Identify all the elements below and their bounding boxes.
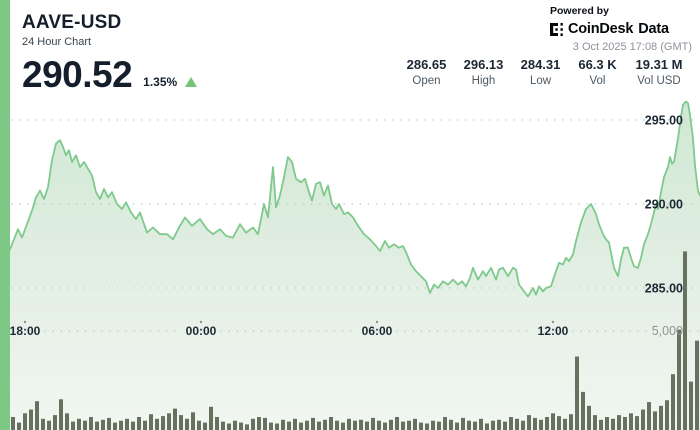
header: AAVE-USD 24 Hour Chart 290.52 1.35% (22, 12, 198, 95)
powered-by-label: Powered by (550, 5, 609, 17)
brand-suffix: Data (638, 21, 669, 37)
stat-vol: 66.3 K Vol (569, 57, 626, 87)
stat-label: Vol (589, 75, 606, 87)
gridlines (11, 119, 700, 332)
stat-value: 66.3 K (578, 57, 617, 72)
ohlc-stats: 286.65 Open 296.13 High 284.31 Low 66.3 … (398, 57, 692, 87)
stat-label: Low (529, 75, 552, 87)
accent-bar (0, 0, 10, 430)
svg-text:18:00: 18:00 (10, 324, 41, 338)
stat-label: Open (412, 75, 441, 87)
stat-high: 296.13 High (455, 57, 512, 87)
svg-text:5,000: 5,000 (652, 324, 683, 338)
stat-label: Vol USD (637, 75, 681, 87)
price-area (10, 101, 700, 430)
chart-subtitle: 24 Hour Chart (22, 36, 92, 48)
svg-text:295.00: 295.00 (645, 114, 683, 128)
timestamp: 3 Oct 2025 17:08 (GMT) (572, 41, 692, 53)
page-title: AAVE-USD (22, 12, 122, 33)
stat-value: 286.65 (406, 57, 447, 72)
branding-block: Powered by CoinDesk Data 3 Oct 2025 17:0… (550, 5, 692, 53)
arrow-up-icon (185, 77, 198, 88)
svg-text:290.00: 290.00 (645, 198, 683, 212)
svg-text:285.00: 285.00 (645, 282, 683, 296)
stat-value: 284.31 (520, 57, 561, 72)
change-indicator: 1.35% (143, 75, 198, 90)
price-row: 290.52 1.35% (22, 54, 198, 95)
stat-value: 19.31 M (635, 57, 683, 72)
svg-text:06:00: 06:00 (362, 324, 393, 338)
coindesk-logo[interactable]: CoinDesk Data (550, 21, 692, 37)
svg-text:00:00: 00:00 (186, 324, 217, 338)
brand-name: CoinDesk (568, 21, 634, 37)
coindesk-icon (550, 22, 563, 36)
axis-labels: 295.00 290.00 285.00 5,000 18:00 00:00 06:00 12… (10, 114, 683, 339)
stat-vol-usd: 19.31 M Vol USD (626, 57, 692, 87)
price-line (9, 100, 700, 298)
current-price: 290.52 (22, 54, 133, 95)
stat-value: 296.13 (463, 57, 504, 72)
svg-text:12:00: 12:00 (538, 324, 569, 338)
stat-low: 284.31 Low (512, 57, 569, 87)
stat-label: High (471, 75, 496, 87)
stat-open: 286.65 Open (398, 57, 455, 87)
change-percent: 1.35% (143, 75, 178, 90)
volume-bars (11, 251, 699, 430)
